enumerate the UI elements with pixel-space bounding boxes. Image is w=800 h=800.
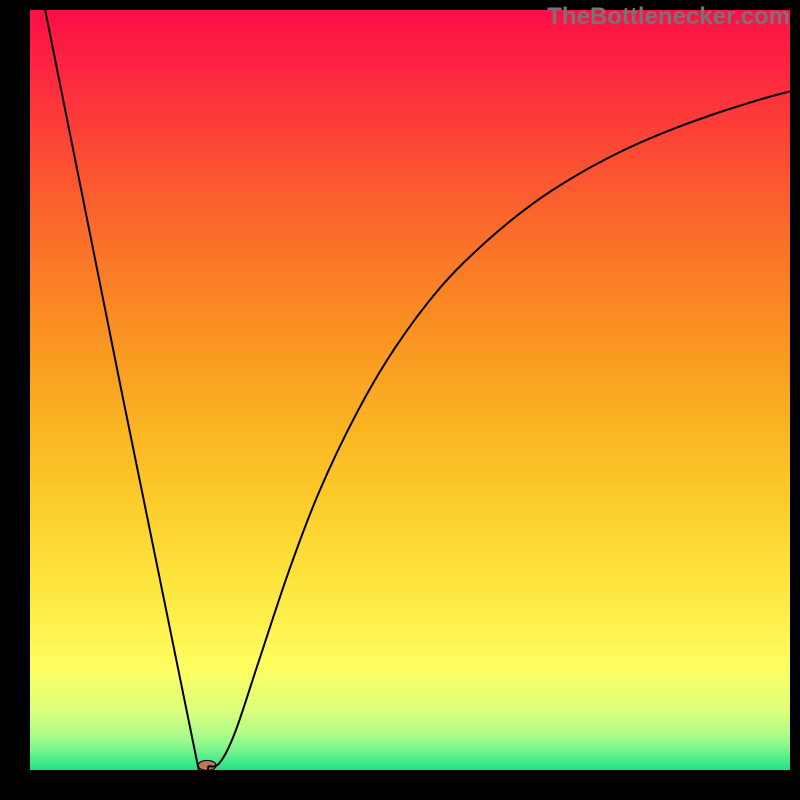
bottleneck-heatmap-chart [30,10,790,770]
chart-container: TheBottlenecker.com [0,0,800,800]
watermark-label: TheBottlenecker.com [547,3,790,31]
